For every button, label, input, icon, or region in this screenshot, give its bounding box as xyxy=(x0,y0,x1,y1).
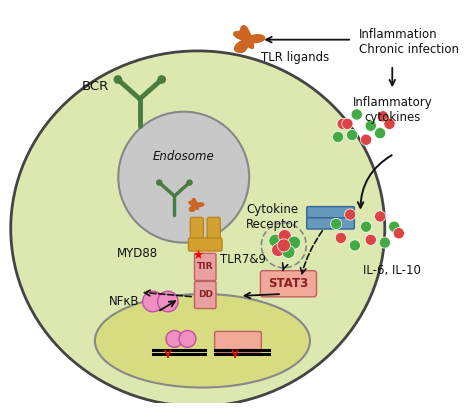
Circle shape xyxy=(393,228,404,239)
Circle shape xyxy=(379,237,391,248)
Text: IL-6, IL-10: IL-6, IL-10 xyxy=(364,264,421,277)
Circle shape xyxy=(377,111,389,122)
FancyBboxPatch shape xyxy=(188,238,222,251)
Text: TLR ligands: TLR ligands xyxy=(261,51,329,64)
FancyBboxPatch shape xyxy=(307,218,355,229)
Circle shape xyxy=(365,234,376,245)
Circle shape xyxy=(365,120,376,131)
Text: STAT3: STAT3 xyxy=(268,277,309,290)
Circle shape xyxy=(349,240,360,251)
FancyBboxPatch shape xyxy=(307,207,355,218)
Circle shape xyxy=(389,221,400,232)
Circle shape xyxy=(187,180,192,185)
Text: BCR: BCR xyxy=(81,80,109,93)
Circle shape xyxy=(337,118,348,129)
Text: ★: ★ xyxy=(192,249,203,262)
Circle shape xyxy=(360,134,372,145)
Circle shape xyxy=(166,330,183,347)
FancyBboxPatch shape xyxy=(194,253,216,280)
Circle shape xyxy=(345,209,356,220)
Circle shape xyxy=(143,291,163,312)
Ellipse shape xyxy=(95,294,310,388)
Circle shape xyxy=(157,180,162,185)
Circle shape xyxy=(351,109,362,120)
Circle shape xyxy=(342,118,353,129)
Text: Cytokine
Receptor: Cytokine Receptor xyxy=(246,203,299,231)
FancyBboxPatch shape xyxy=(194,281,216,309)
Text: NFκB: NFκB xyxy=(109,295,140,308)
Circle shape xyxy=(157,291,178,312)
Circle shape xyxy=(346,129,358,141)
Circle shape xyxy=(277,239,291,252)
Circle shape xyxy=(384,118,395,129)
Circle shape xyxy=(158,76,165,83)
Circle shape xyxy=(374,128,386,139)
Circle shape xyxy=(360,221,372,232)
Circle shape xyxy=(282,245,295,258)
Circle shape xyxy=(278,230,292,243)
Circle shape xyxy=(288,236,301,249)
Text: Endosome: Endosome xyxy=(153,150,215,163)
Ellipse shape xyxy=(11,51,385,406)
FancyBboxPatch shape xyxy=(207,217,220,245)
FancyBboxPatch shape xyxy=(190,217,203,245)
Circle shape xyxy=(114,76,121,83)
Polygon shape xyxy=(234,26,264,52)
Circle shape xyxy=(330,218,342,230)
Text: Inflammatory
cytokines: Inflammatory cytokines xyxy=(352,96,432,124)
FancyBboxPatch shape xyxy=(260,271,317,297)
Circle shape xyxy=(179,330,196,347)
FancyBboxPatch shape xyxy=(215,332,261,352)
Circle shape xyxy=(335,232,346,243)
Text: TIR: TIR xyxy=(197,262,213,271)
Circle shape xyxy=(374,211,386,222)
Text: TLR7&9: TLR7&9 xyxy=(220,253,266,266)
Polygon shape xyxy=(189,198,204,211)
Text: MYD88: MYD88 xyxy=(118,248,158,260)
Circle shape xyxy=(118,111,249,243)
Text: DD: DD xyxy=(198,290,213,300)
Circle shape xyxy=(269,234,282,247)
Text: Inflammation
Chronic infection: Inflammation Chronic infection xyxy=(359,27,459,55)
Circle shape xyxy=(272,243,285,257)
Circle shape xyxy=(332,131,344,143)
